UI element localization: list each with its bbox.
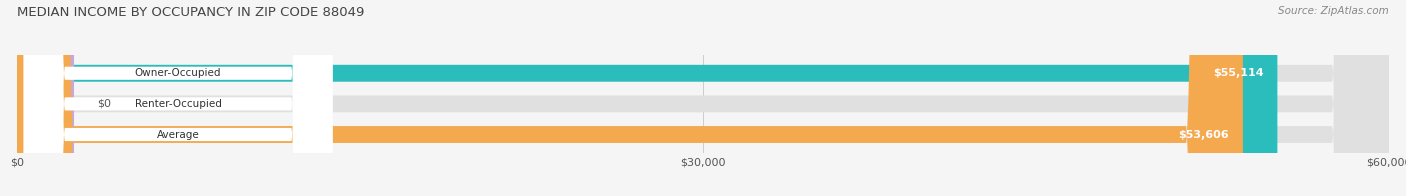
- Text: Renter-Occupied: Renter-Occupied: [135, 99, 222, 109]
- FancyBboxPatch shape: [17, 0, 1389, 196]
- FancyBboxPatch shape: [17, 0, 75, 196]
- Text: $55,114: $55,114: [1213, 68, 1264, 78]
- FancyBboxPatch shape: [17, 0, 1278, 196]
- FancyBboxPatch shape: [17, 0, 1389, 196]
- Text: Source: ZipAtlas.com: Source: ZipAtlas.com: [1278, 6, 1389, 16]
- FancyBboxPatch shape: [24, 0, 332, 196]
- Text: $53,606: $53,606: [1178, 130, 1229, 140]
- Text: $0: $0: [97, 99, 111, 109]
- FancyBboxPatch shape: [17, 0, 1243, 196]
- Text: Owner-Occupied: Owner-Occupied: [135, 68, 221, 78]
- FancyBboxPatch shape: [24, 0, 332, 196]
- Text: MEDIAN INCOME BY OCCUPANCY IN ZIP CODE 88049: MEDIAN INCOME BY OCCUPANCY IN ZIP CODE 8…: [17, 6, 364, 19]
- Text: Average: Average: [156, 130, 200, 140]
- FancyBboxPatch shape: [24, 0, 332, 196]
- FancyBboxPatch shape: [17, 0, 1389, 196]
